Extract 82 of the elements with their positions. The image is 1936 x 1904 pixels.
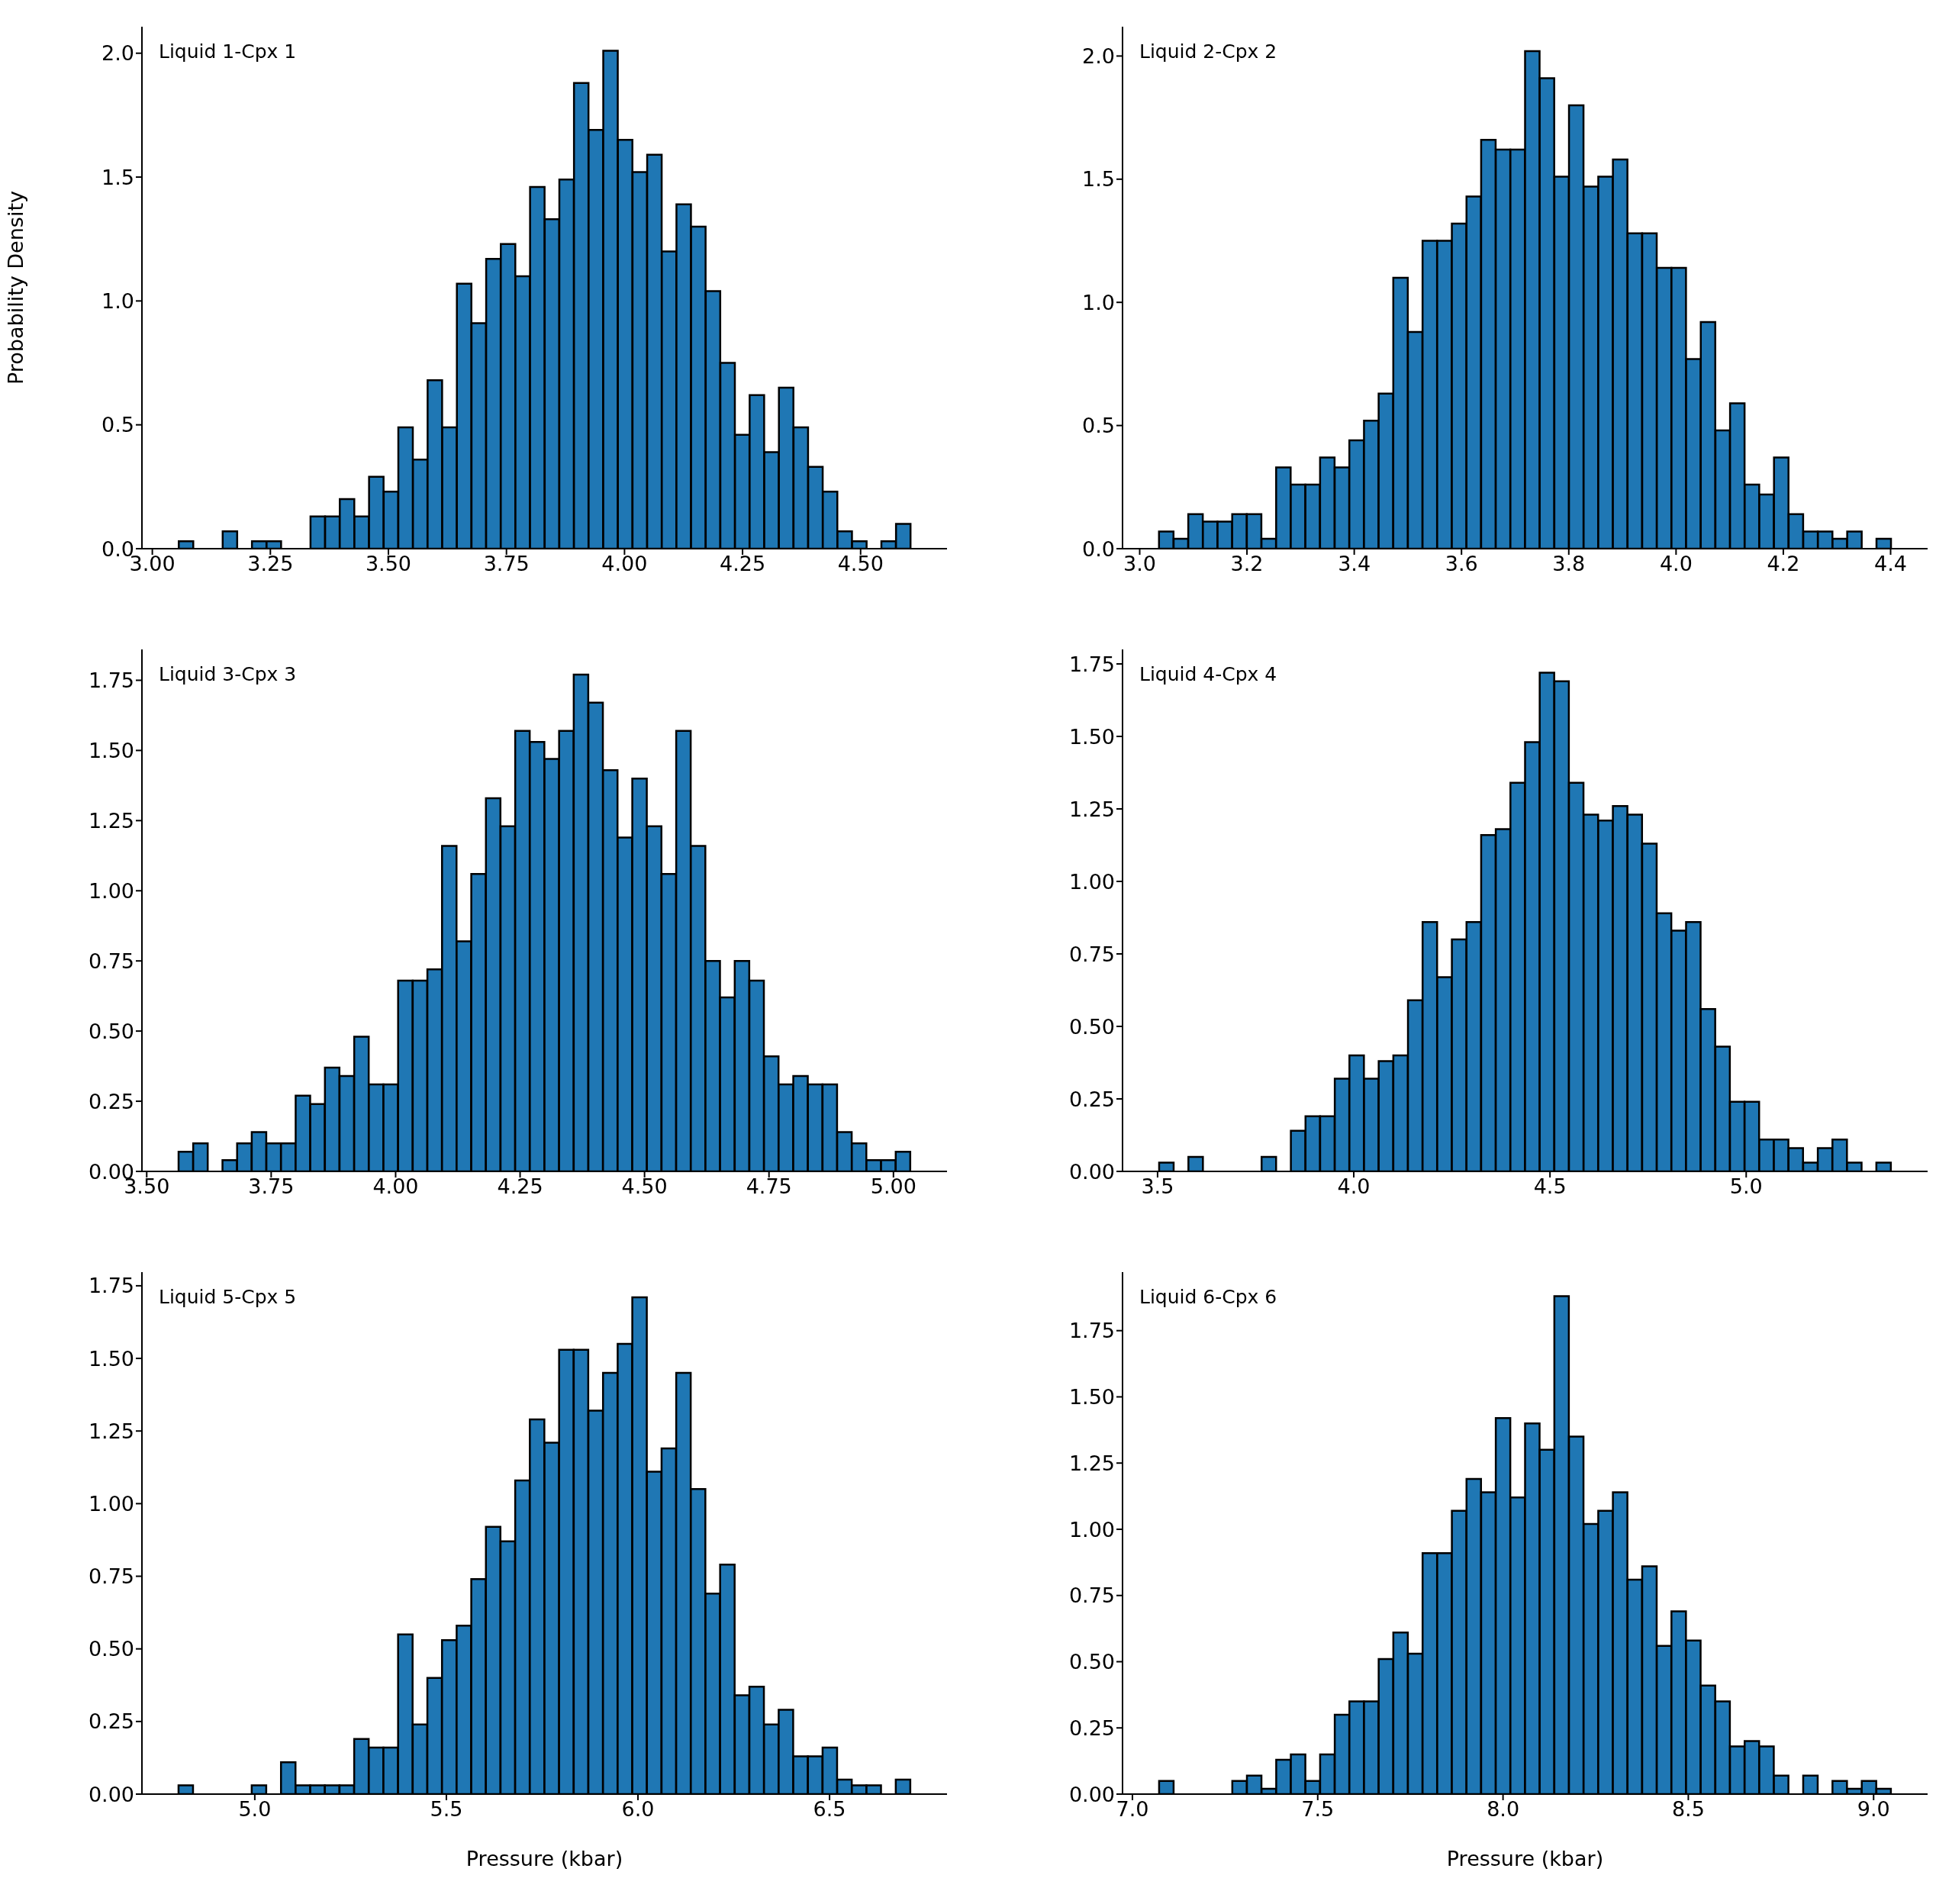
y-tick-label: 0.0 (1082, 536, 1115, 561)
x-tick-label: 3.25 (247, 552, 294, 576)
x-tick-label: 3.6 (1445, 552, 1478, 576)
y-tick-label: 1.00 (88, 1491, 134, 1516)
x-tick-label: 8.0 (1487, 1797, 1520, 1822)
y-tick-label: 1.50 (88, 1346, 134, 1371)
y-tick-label: 2.0 (1082, 44, 1115, 68)
annotation: Liquid 2-Cpx 2 (1139, 40, 1277, 63)
y-tick-label: 0.50 (1068, 1014, 1115, 1039)
x-tick-label: 6.0 (621, 1797, 655, 1822)
x-tick-label: 8.5 (1671, 1797, 1705, 1822)
x-tick-label: 5.5 (430, 1797, 463, 1822)
y-tick-label: 0.75 (1068, 942, 1115, 966)
x-tick-label: 4.4 (1874, 552, 1907, 576)
x-tick-label: 4.5 (1533, 1174, 1567, 1199)
x-axis-title: Pressure (kbar) (465, 1847, 623, 1870)
y-tick-label: 0.25 (1068, 1087, 1115, 1111)
y-tick-label: 1.50 (1068, 1385, 1115, 1409)
x-tick-label: 3.75 (483, 552, 530, 576)
y-tick-label: 2.0 (101, 41, 134, 66)
y-tick-label: 0.00 (88, 1782, 134, 1806)
x-tick-label: 3.4 (1338, 552, 1371, 576)
y-tick-label: 0.75 (88, 1564, 134, 1589)
x-tick-label: 3.5 (1141, 1174, 1174, 1199)
y-tick-label: 0.50 (88, 1637, 134, 1661)
x-tick-label: 3.75 (248, 1174, 295, 1199)
y-axis-title: Probability Density (3, 191, 27, 385)
x-tick-label: 4.50 (837, 552, 884, 576)
x-tick-label: 3.2 (1230, 552, 1264, 576)
x-tick-label: 4.50 (621, 1174, 668, 1199)
x-tick-label: 4.25 (497, 1174, 543, 1199)
x-tick-label: 6.5 (813, 1797, 846, 1822)
y-tick-label: 1.50 (88, 738, 134, 762)
y-tick-label: 1.25 (88, 1419, 134, 1443)
y-tick-label: 1.75 (1068, 652, 1115, 676)
x-tick-label: 4.0 (1337, 1174, 1371, 1199)
x-tick-label: 5.0 (1729, 1174, 1763, 1199)
x-tick-label: 5.0 (238, 1797, 272, 1822)
annotation: Liquid 1-Cpx 1 (159, 40, 297, 63)
y-tick-label: 1.0 (1082, 290, 1115, 314)
y-tick-label: 0.50 (88, 1019, 134, 1043)
y-tick-label: 1.25 (88, 808, 134, 833)
y-tick-label: 1.75 (88, 1274, 134, 1298)
y-tick-label: 0.25 (88, 1709, 134, 1734)
y-tick-label: 1.50 (1068, 724, 1115, 749)
x-tick-label: 7.5 (1301, 1797, 1335, 1822)
y-tick-label: 0.50 (1068, 1650, 1115, 1674)
annotation: Liquid 4-Cpx 4 (1139, 663, 1277, 685)
x-tick-label: 5.00 (870, 1174, 916, 1199)
y-tick-label: 1.5 (1082, 167, 1115, 192)
y-tick-label: 0.5 (101, 413, 134, 437)
y-tick-label: 1.75 (1068, 1319, 1115, 1343)
y-tick-label: 0.75 (88, 949, 134, 973)
y-tick-label: 0.00 (1068, 1782, 1115, 1806)
x-tick-label: 4.25 (720, 552, 766, 576)
x-tick-label: 3.50 (365, 552, 412, 576)
y-tick-label: 0.25 (1068, 1716, 1115, 1740)
x-tick-label: 3.0 (1123, 552, 1156, 576)
x-tick-label: 3.8 (1552, 552, 1586, 576)
x-tick-label: 7.0 (1116, 1797, 1149, 1822)
y-tick-label: 1.00 (1068, 1517, 1115, 1542)
x-tick-label: 9.0 (1857, 1797, 1890, 1822)
annotation: Liquid 6-Cpx 6 (1139, 1286, 1277, 1308)
y-tick-label: 1.25 (1068, 797, 1115, 821)
annotation: Liquid 3-Cpx 3 (159, 663, 297, 685)
x-axis-title: Pressure (kbar) (1446, 1847, 1604, 1870)
annotation: Liquid 5-Cpx 5 (159, 1286, 297, 1308)
x-tick-label: 4.00 (372, 1174, 419, 1199)
y-tick-label: 1.00 (88, 878, 134, 903)
y-tick-label: 0.5 (1082, 414, 1115, 438)
x-tick-label: 4.00 (601, 552, 648, 576)
y-tick-label: 0.25 (88, 1089, 134, 1113)
x-tick-label: 4.2 (1767, 552, 1800, 576)
y-tick-label: 1.00 (1068, 869, 1115, 894)
x-tick-label: 4.0 (1659, 552, 1693, 576)
y-tick-label: 1.5 (101, 165, 134, 189)
y-tick-label: 1.0 (101, 288, 134, 313)
y-tick-label: 0.75 (1068, 1583, 1115, 1608)
y-tick-label: 0.00 (1068, 1159, 1115, 1184)
y-tick-label: 1.25 (1068, 1451, 1115, 1475)
x-tick-label: 4.75 (746, 1174, 792, 1199)
y-tick-label: 1.75 (88, 668, 134, 693)
